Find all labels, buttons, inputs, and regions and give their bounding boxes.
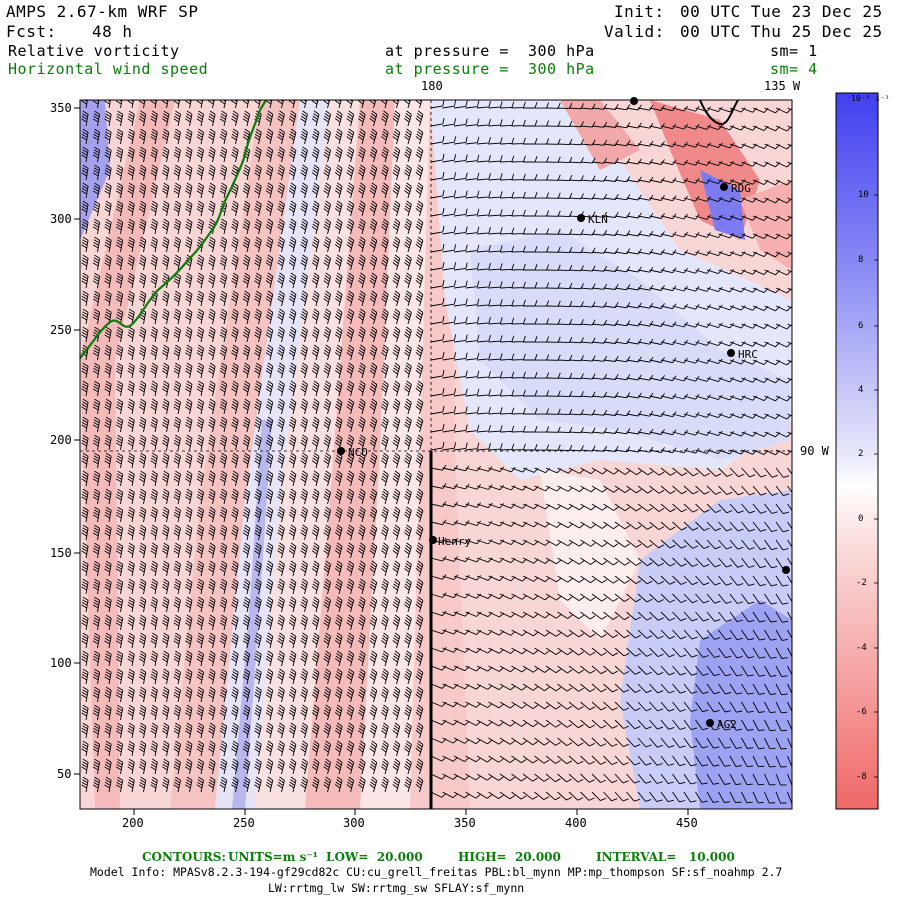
field2-name: Horizontal wind speed bbox=[8, 60, 209, 78]
y-tick-150: 150 bbox=[50, 546, 72, 560]
station-label-hrc: HRC bbox=[738, 348, 758, 361]
init-label: Init: bbox=[614, 2, 665, 21]
y-tick-350: 350 bbox=[50, 101, 72, 115]
field2-level: at pressure = 300 hPa bbox=[385, 60, 595, 78]
colorbar-label-2: 2 bbox=[858, 449, 864, 459]
physics-info: LW:rrtmg_lw SW:rrtmg_sw SFLAY:sf_mynn bbox=[268, 881, 525, 895]
colorbar-label-10: 10 bbox=[858, 190, 869, 200]
model-title: AMPS 2.67-km WRF SP bbox=[6, 2, 199, 21]
field1-name: Relative vorticity bbox=[8, 42, 180, 60]
station-label-kln: KLN bbox=[588, 213, 608, 226]
colorbar-label-6: 6 bbox=[858, 321, 864, 331]
contours-label: CONTOURS: bbox=[142, 850, 226, 864]
colorbar-label-neg8: -8 bbox=[856, 772, 867, 782]
wind-barbs bbox=[81, 100, 792, 804]
y-tick-200: 200 bbox=[50, 433, 72, 447]
valid-value: 00 UTC Thu 25 Dec 25 bbox=[680, 22, 883, 41]
contours-interval: INTERVAL= 10.000 bbox=[596, 850, 735, 864]
x-tick-200: 200 bbox=[122, 816, 144, 830]
x-axis-ticks bbox=[133, 809, 689, 815]
colorbar-label-8: 8 bbox=[858, 255, 864, 265]
station-label-nco: NCO bbox=[348, 446, 368, 459]
station-henry-marker bbox=[429, 536, 437, 544]
right-lat-label: 90 W bbox=[800, 444, 829, 458]
y-tick-250: 250 bbox=[50, 323, 72, 337]
colorbar-label-neg2: -2 bbox=[856, 578, 867, 588]
station-markers bbox=[337, 97, 790, 727]
station-label-rdg: RDG bbox=[731, 182, 751, 195]
top-lon-label: 180 bbox=[421, 79, 443, 93]
station-edge-marker bbox=[782, 566, 790, 574]
vorticity-blue-right bbox=[430, 100, 792, 809]
colorbar-label-4: 4 bbox=[858, 385, 864, 395]
y-tick-300: 300 bbox=[50, 212, 72, 226]
colorbar-label-neg4: -4 bbox=[856, 643, 867, 653]
station-nco-marker bbox=[337, 447, 345, 455]
coastline bbox=[699, 99, 739, 126]
colorbar-unit: 10⁻⁵ s⁻¹ bbox=[851, 94, 890, 103]
colorbar bbox=[835, 92, 879, 810]
x-tick-450: 450 bbox=[676, 816, 698, 830]
x-tick-300: 300 bbox=[343, 816, 365, 830]
field1-sm: sm= 1 bbox=[770, 42, 818, 60]
y-tick-100: 100 bbox=[50, 656, 72, 670]
station-rdg-marker bbox=[720, 183, 728, 191]
init-value: 00 UTC Tue 23 Dec 25 bbox=[680, 2, 883, 21]
fcst-label: Fcst: bbox=[6, 22, 57, 41]
valid-label: Valid: bbox=[604, 22, 665, 41]
fcst-value: 48 h bbox=[92, 22, 133, 41]
y-tick-50: 50 bbox=[57, 767, 72, 781]
vorticity-field bbox=[80, 100, 792, 809]
station-hrc-marker bbox=[727, 349, 735, 357]
station-kln-marker bbox=[577, 214, 585, 222]
x-tick-250: 250 bbox=[233, 816, 255, 830]
station-label-ag2: AG2 bbox=[717, 718, 737, 731]
colorbar-ticks bbox=[874, 194, 878, 778]
x-tick-350: 350 bbox=[454, 816, 476, 830]
colorbar-label-0: 0 bbox=[858, 514, 864, 524]
contours-high: HIGH= 20.000 bbox=[458, 850, 561, 864]
contours-units: UNITS=m s⁻¹ bbox=[228, 850, 318, 864]
station-ag2-marker bbox=[706, 719, 714, 727]
model-info: Model Info: MPASv8.2.3-194-gf29cd82c CU:… bbox=[90, 865, 783, 879]
plot-frame bbox=[79, 99, 793, 810]
y-axis-ticks bbox=[74, 107, 80, 775]
wind-barb-paths bbox=[81, 100, 792, 804]
station-label-henry: Henry bbox=[438, 535, 471, 548]
field2-sm: sm= 4 bbox=[770, 60, 818, 78]
station-top-marker bbox=[630, 97, 638, 105]
x-tick-400: 400 bbox=[565, 816, 587, 830]
field1-level: at pressure = 300 hPa bbox=[385, 42, 595, 60]
contours-low: LOW= 20.000 bbox=[326, 850, 423, 864]
top-right-lon-label: 135 W bbox=[764, 79, 801, 93]
colorbar-label-neg6: -6 bbox=[856, 707, 867, 717]
wind-speed-contour bbox=[79, 99, 267, 359]
